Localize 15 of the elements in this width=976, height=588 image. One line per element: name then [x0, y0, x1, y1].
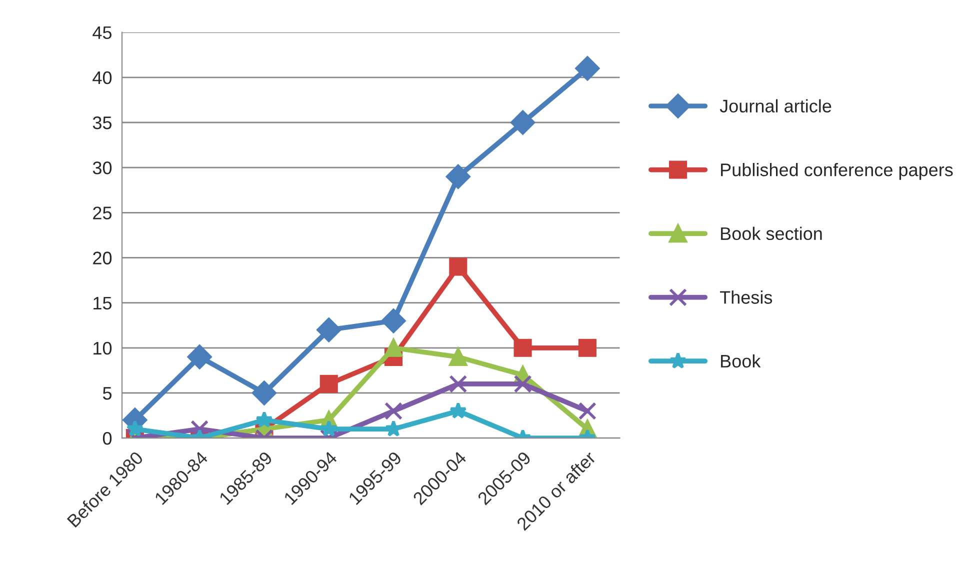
y-tick-label: 20 — [93, 252, 112, 264]
y-tick-label: 35 — [92, 116, 112, 130]
y-tick-label: 40 — [92, 71, 112, 84]
y-tick-label: 30 — [92, 162, 112, 174]
legend-label: Published conference papers — [721, 163, 953, 180]
y-tick-label: 15 — [94, 296, 112, 310]
y-tick-label: 25 — [93, 206, 112, 220]
y-tick-label: 10 — [94, 342, 112, 355]
y-tick-label: 5 — [102, 387, 112, 400]
legend-label: Book — [721, 354, 761, 368]
legend-label: Thesis — [720, 290, 772, 304]
y-tick-label: 45 — [92, 26, 112, 40]
legend-label: Journal article — [720, 99, 832, 112]
legend-label: Book section — [721, 226, 822, 240]
y-tick-label: 0 — [102, 432, 112, 445]
